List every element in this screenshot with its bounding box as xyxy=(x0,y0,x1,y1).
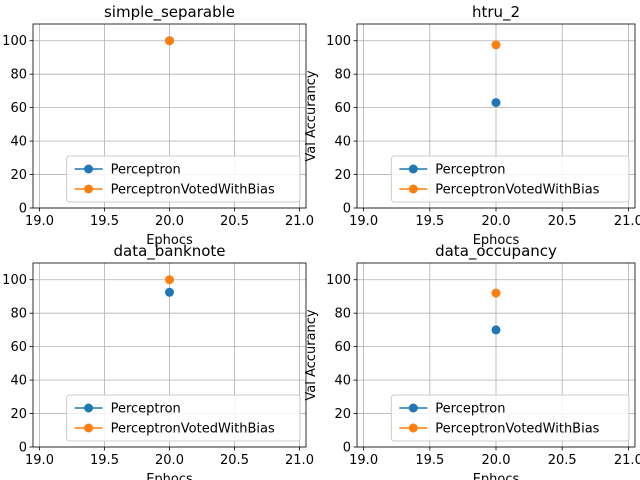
x-tick-label: 20.0 xyxy=(155,214,184,229)
subplot-1: 19.0 19.5 20.0 20.5 21.0 0 20 40 60 80 100 simple_s… xyxy=(2,3,314,248)
x-tick-label: 19.0 xyxy=(349,214,378,229)
x-axis-title: Ephocs xyxy=(473,233,520,248)
legend-label: PerceptronVotedWithBias xyxy=(435,422,599,437)
subplot-title: htru_2 xyxy=(472,3,520,22)
legend: Perceptron PerceptronVotedWithBias xyxy=(66,155,301,203)
x-tick-label: 19.5 xyxy=(415,214,444,229)
data-point xyxy=(165,36,174,46)
y-axis-title: Val Accurancy xyxy=(304,309,319,400)
legend: Perceptron PerceptronVotedWithBias xyxy=(66,394,301,442)
y-tick-label: 80 xyxy=(334,68,351,83)
x-tick-label: 19.0 xyxy=(349,453,378,468)
y-tick-label: 100 xyxy=(2,273,27,288)
x-tick-label: 20.5 xyxy=(548,214,577,229)
legend-marker xyxy=(408,403,418,413)
subplot-title: data_occupancy xyxy=(435,242,557,261)
x-tick-label: 21.0 xyxy=(285,453,314,468)
legend-marker xyxy=(408,184,418,194)
x-tick-label: 20.5 xyxy=(220,453,249,468)
legend-label: PerceptronVotedWithBias xyxy=(111,422,275,437)
legend-label: PerceptronVotedWithBias xyxy=(111,183,275,198)
legend: Perceptron PerceptronVotedWithBias xyxy=(390,394,630,442)
legend: Perceptron PerceptronVotedWithBias xyxy=(390,155,630,203)
subplot-2: 19.0 19.5 20.0 20.5 21.0 0 20 40 60 80 100 htru_2 Ep… xyxy=(304,3,640,248)
y-tick-label: 60 xyxy=(334,101,351,116)
legend-box xyxy=(390,394,630,442)
subplot-title: simple_separable xyxy=(104,3,235,22)
legend-label: Perceptron xyxy=(111,163,181,178)
legend-label: Perceptron xyxy=(435,402,505,417)
data-point xyxy=(491,98,501,108)
x-axis-title: Ephocs xyxy=(146,233,193,248)
y-tick-label: 40 xyxy=(334,374,351,389)
legend-label: Perceptron xyxy=(111,402,181,417)
legend-marker xyxy=(84,184,94,194)
legend-marker xyxy=(408,164,418,174)
y-tick-label: 0 xyxy=(343,202,351,217)
y-tick-label: 40 xyxy=(10,135,27,150)
legend-label: Perceptron xyxy=(435,163,505,178)
x-tick-label: 20.0 xyxy=(482,214,511,229)
legend-marker xyxy=(84,403,94,413)
x-tick-label: 20.0 xyxy=(155,453,184,468)
data-point xyxy=(491,325,501,335)
y-tick-label: 20 xyxy=(334,168,351,183)
x-tick-label: 20.5 xyxy=(548,453,577,468)
y-tick-label: 20 xyxy=(334,407,351,422)
data-point xyxy=(165,287,174,297)
y-axis-title: Val Accurancy xyxy=(304,70,319,161)
x-tick-label: 21.0 xyxy=(614,214,640,229)
x-tick-label: 19.5 xyxy=(90,214,119,229)
legend-marker xyxy=(408,423,418,433)
x-axis-title: Ephocs xyxy=(146,472,193,480)
y-tick-label: 60 xyxy=(334,340,351,355)
y-tick-label: 0 xyxy=(19,202,27,217)
x-tick-label: 19.0 xyxy=(25,453,54,468)
x-tick-label: 21.0 xyxy=(285,214,314,229)
x-tick-label: 20.5 xyxy=(220,214,249,229)
y-tick-label: 100 xyxy=(326,273,351,288)
y-tick-label: 0 xyxy=(343,441,351,456)
y-tick-label: 40 xyxy=(334,135,351,150)
subplot-title: data_banknote xyxy=(114,242,226,261)
legend-marker xyxy=(84,423,94,433)
y-tick-label: 20 xyxy=(10,168,27,183)
y-tick-label: 100 xyxy=(2,34,27,49)
data-point xyxy=(165,275,174,285)
y-tick-label: 100 xyxy=(326,34,351,49)
subplot-3: 19.0 19.5 20.0 20.5 21.0 0 20 40 60 80 100 data_ban… xyxy=(2,242,314,480)
legend-box xyxy=(390,155,630,203)
y-tick-label: 60 xyxy=(10,340,27,355)
legend-box xyxy=(66,394,301,442)
legend-box xyxy=(66,155,301,203)
x-tick-label: 20.0 xyxy=(482,453,511,468)
x-tick-label: 19.0 xyxy=(25,214,54,229)
legend-label: PerceptronVotedWithBias xyxy=(435,183,599,198)
y-tick-label: 80 xyxy=(10,68,27,83)
y-tick-label: 80 xyxy=(334,307,351,322)
y-tick-label: 40 xyxy=(10,374,27,389)
data-point xyxy=(491,40,501,50)
y-tick-label: 20 xyxy=(10,407,27,422)
y-tick-label: 60 xyxy=(10,101,27,116)
legend-marker xyxy=(84,164,94,174)
subplot-4: 19.0 19.5 20.0 20.5 21.0 0 20 40 60 80 100 data_occ… xyxy=(304,242,640,480)
data-point xyxy=(491,288,501,298)
x-tick-label: 21.0 xyxy=(614,453,640,468)
x-axis-title: Ephocs xyxy=(473,472,520,480)
y-tick-label: 0 xyxy=(19,441,27,456)
y-tick-label: 80 xyxy=(10,307,27,322)
x-tick-label: 19.5 xyxy=(415,453,444,468)
x-tick-label: 19.5 xyxy=(90,453,119,468)
